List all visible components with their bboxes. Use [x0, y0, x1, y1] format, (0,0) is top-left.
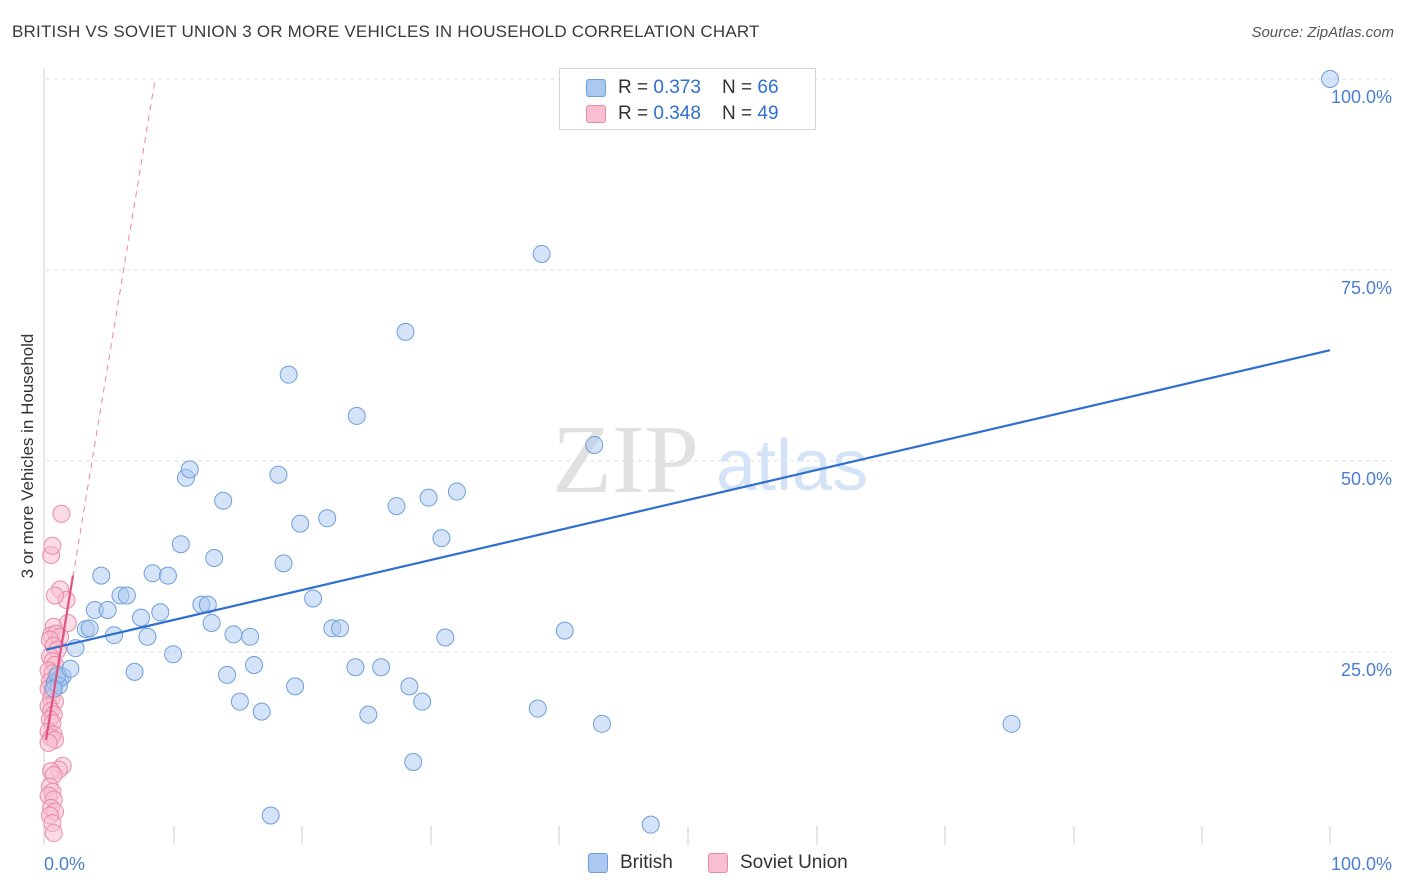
watermark: ZIP atlas: [552, 406, 868, 514]
british-point: [218, 665, 237, 684]
british-point: [419, 488, 438, 507]
british-point: [447, 482, 466, 501]
soviet-union-trend-line: [44, 575, 75, 741]
british-point: [252, 702, 271, 721]
british-point: [347, 406, 366, 425]
british-point: [279, 365, 298, 384]
british-point: [528, 699, 547, 718]
soviet-n-label: N =: [722, 103, 758, 124]
british-point: [92, 566, 111, 585]
soviet-n-value: 49: [757, 103, 779, 124]
british-point: [202, 613, 221, 632]
british-point: [318, 509, 337, 528]
y-tick-label: 25.0%: [1341, 660, 1392, 680]
legend-label-british: British: [620, 852, 673, 873]
british-point: [304, 589, 323, 608]
british-point: [230, 692, 249, 711]
british-point: [261, 806, 280, 825]
british-points: [44, 70, 1339, 834]
british-n-value: 66: [757, 77, 779, 98]
british-point: [269, 465, 288, 484]
british-point: [396, 322, 415, 341]
chart-title: BRITISH VS SOVIET UNION 3 OR MORE VEHICL…: [12, 22, 760, 41]
x-tick-label: 0.0%: [44, 854, 85, 874]
british-swatch: [588, 853, 608, 873]
british-point: [359, 705, 378, 724]
british-point: [555, 621, 574, 640]
british-point: [158, 566, 177, 585]
british-point: [245, 655, 264, 674]
british-point: [125, 662, 144, 681]
british-point: [132, 608, 151, 627]
british-point: [61, 659, 80, 678]
british-point: [372, 658, 391, 677]
british-point: [387, 497, 406, 516]
grid-layer: [46, 78, 1392, 653]
british-point: [413, 692, 432, 711]
soviet-union-point: [44, 824, 63, 843]
british-point: [286, 677, 305, 696]
british-n-label: N =: [722, 77, 758, 98]
trend-lines: [44, 78, 1331, 741]
british-point: [98, 600, 117, 619]
british-point: [585, 435, 604, 454]
british-point: [171, 535, 190, 554]
british-point: [274, 554, 293, 573]
x-tick-label: 100.0%: [1331, 854, 1392, 874]
soviet-r-label: R =: [618, 103, 654, 124]
british-point: [214, 491, 233, 510]
british-point: [436, 628, 455, 647]
british-point: [224, 625, 243, 644]
legend-label-soviet-union: Soviet Union: [740, 852, 848, 873]
soviet-union-point: [52, 504, 71, 523]
british-stats: R = 0.373 N = 66: [618, 77, 779, 99]
soviet-stats: R = 0.348 N = 49: [618, 103, 779, 125]
british-point: [432, 529, 451, 548]
y-tick-label: 100.0%: [1331, 87, 1392, 107]
british-point: [291, 514, 310, 533]
british-swatch: [586, 79, 606, 97]
british-point: [205, 549, 224, 568]
british-point: [346, 658, 365, 677]
y-axis-label: 3 or more Vehicles in Household: [18, 333, 37, 579]
british-point: [143, 564, 162, 583]
british-point: [180, 460, 199, 479]
source-credit: Source: ZipAtlas.com: [1251, 24, 1394, 41]
british-point: [138, 627, 157, 646]
british-point: [641, 815, 660, 834]
british-point: [117, 586, 136, 605]
british-r-label: R =: [618, 77, 654, 98]
soviet-r-value: 0.348: [653, 103, 701, 124]
soviet-union-swatch: [708, 853, 728, 873]
british-point: [164, 645, 183, 664]
y-tick-label: 50.0%: [1341, 469, 1392, 489]
y-tick-label: 75.0%: [1341, 278, 1392, 298]
soviet-union-point: [45, 586, 64, 605]
soviet-union-swatch: [586, 105, 606, 123]
british-point: [1321, 70, 1339, 88]
british-point: [400, 677, 419, 696]
british-point: [404, 753, 423, 772]
british-point: [532, 244, 551, 263]
british-r-value: 0.373: [653, 77, 701, 98]
british-point: [1002, 714, 1021, 733]
british-point: [241, 627, 260, 646]
watermark-atlas: atlas: [716, 426, 868, 506]
watermark-zip: ZIP: [552, 406, 699, 514]
tick-labels: 25.0% 50.0% 75.0% 100.0% 0.0% 100.0%: [44, 87, 1392, 874]
british-point: [151, 603, 170, 622]
british-point: [80, 619, 99, 638]
british-trend-line: [45, 349, 1331, 651]
british-point: [331, 619, 350, 638]
british-point: [198, 595, 217, 614]
soviet-union-point: [39, 733, 58, 752]
correlation-legend: R = 0.373 N = 66 R = 0.348 N = 49: [559, 68, 816, 130]
soviet-union-point: [43, 536, 62, 555]
british-point: [592, 714, 611, 733]
